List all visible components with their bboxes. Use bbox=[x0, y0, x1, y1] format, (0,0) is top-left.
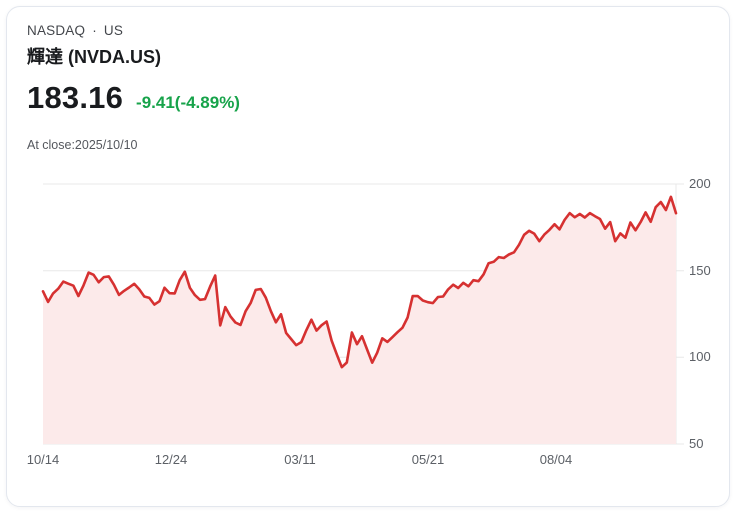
price-chart[interactable]: 200 150 100 50 10/14 12/24 03/11 05/21 08/04 bbox=[27, 176, 729, 484]
exchange-region-separator: · bbox=[92, 23, 97, 38]
exchange-label: NASDAQ bbox=[27, 23, 86, 38]
x-axis-label: 03/11 bbox=[284, 452, 316, 467]
stock-title: 輝達 (NVDA.US) bbox=[27, 47, 161, 67]
y-axis-label: 50 bbox=[689, 436, 704, 451]
price-row: 183.16 -9.41(-4.89%) bbox=[27, 81, 240, 115]
as-of-label: At close:2025/10/10 bbox=[27, 138, 138, 152]
y-axis-label: 150 bbox=[689, 263, 711, 278]
region-label: US bbox=[103, 23, 124, 38]
price-line bbox=[41, 195, 678, 369]
x-axis-label: 10/14 bbox=[26, 452, 60, 467]
price-area bbox=[43, 196, 676, 444]
stock-quote-card: NASDAQ · US 輝達 (NVDA.US) 183.16 -9.41(-4… bbox=[6, 6, 730, 507]
x-axis-label: 08/04 bbox=[539, 452, 573, 467]
chart-canvas[interactable] bbox=[41, 183, 684, 445]
price-change: -9.41(-4.89%) bbox=[136, 93, 240, 112]
y-axis-label: 100 bbox=[689, 349, 711, 364]
last-price: 183.16 bbox=[27, 80, 124, 115]
y-axis-label: 200 bbox=[689, 176, 711, 191]
x-axis-label: 12/24 bbox=[154, 452, 188, 467]
exchange-info: NASDAQ · US bbox=[27, 23, 123, 39]
x-axis-label: 05/21 bbox=[411, 452, 445, 467]
